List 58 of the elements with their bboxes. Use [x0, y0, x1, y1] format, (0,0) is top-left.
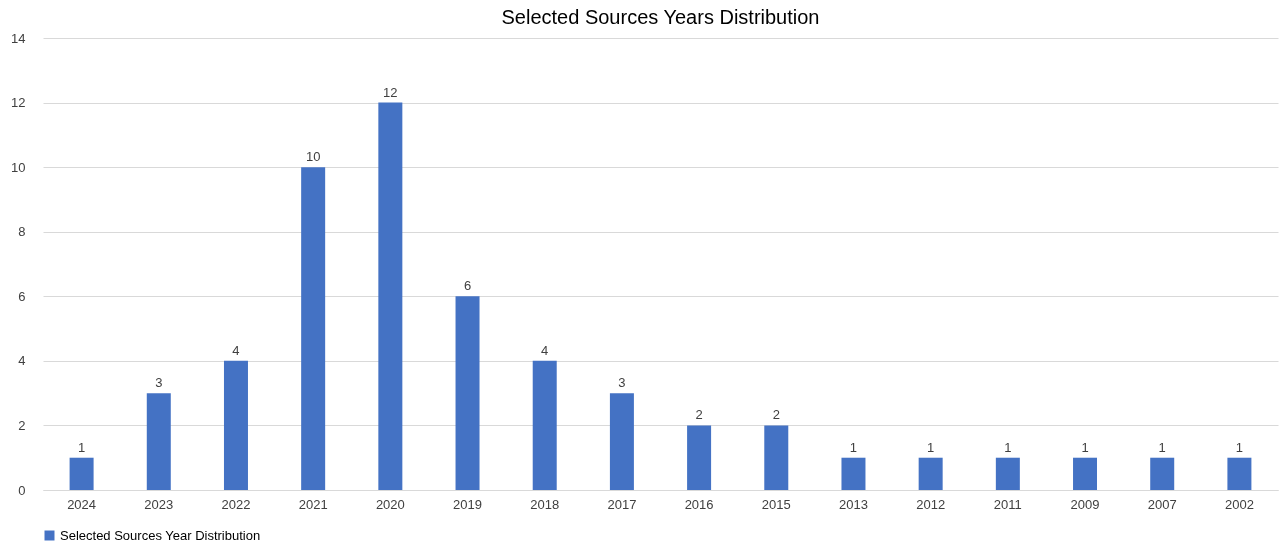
x-tick-label: 2009	[1070, 496, 1100, 512]
data-label: 6	[463, 278, 472, 294]
x-tick-label: 2022	[221, 496, 251, 512]
x-tick-label: 2019	[453, 496, 482, 512]
bar	[69, 457, 94, 490]
data-label: 1	[77, 439, 86, 455]
x-tick-label: 2023	[144, 496, 174, 512]
data-label: 4	[541, 342, 549, 358]
data-label: 1	[1158, 439, 1166, 455]
data-label: 3	[155, 375, 163, 391]
data-label: 2	[772, 407, 780, 423]
bar	[687, 425, 712, 490]
bar	[841, 457, 866, 490]
data-label: 1	[849, 439, 858, 455]
data-label: 1	[1004, 439, 1012, 455]
bar	[609, 393, 634, 490]
bar	[301, 167, 326, 490]
x-tick-label: 2020	[375, 496, 405, 512]
data-label: 1	[927, 439, 935, 455]
x-tick-label: 2018	[530, 496, 560, 512]
x-tick-label: 2007	[1147, 496, 1177, 512]
y-tick-label: 12	[11, 95, 26, 111]
x-tick-label: 2024	[67, 496, 97, 512]
bar	[764, 425, 789, 490]
data-label: 4	[232, 342, 240, 358]
bar	[146, 393, 171, 490]
y-tick-label: 0	[18, 482, 26, 498]
data-label: 1	[1235, 439, 1244, 455]
y-tick-label: 10	[11, 159, 26, 175]
data-label: 2	[695, 407, 703, 423]
x-tick-label: 2021	[298, 496, 328, 512]
x-tick-label: 2017	[607, 496, 637, 512]
data-label: 12	[383, 84, 398, 100]
data-label: 1	[1081, 439, 1089, 455]
bar	[378, 102, 403, 490]
data-label: 10	[305, 149, 321, 165]
bar	[532, 360, 557, 490]
data-label: 3	[618, 375, 626, 391]
x-tick-label: 2012	[916, 496, 946, 512]
y-tick-label: 4	[18, 353, 26, 369]
bar	[1227, 457, 1252, 490]
bar	[918, 457, 943, 490]
bar	[223, 360, 248, 490]
x-tick-label: 2016	[684, 496, 714, 512]
y-tick-label: 2	[18, 417, 26, 433]
bar	[1150, 457, 1175, 490]
bar	[455, 296, 480, 490]
bar	[995, 457, 1020, 490]
y-tick-label: 8	[18, 224, 26, 240]
legend-label: Selected Sources Year Distribution	[60, 527, 261, 543]
x-tick-label: 2002	[1224, 496, 1254, 512]
y-tick-label: 6	[18, 288, 26, 304]
x-tick-label: 2013	[839, 496, 868, 512]
x-tick-label: 2015	[761, 496, 791, 512]
x-tick-label: 2011	[993, 496, 1022, 512]
y-tick-label: 14	[11, 30, 26, 46]
bar	[1073, 457, 1098, 490]
chart-title: Selected Sources Years Distribution	[501, 6, 820, 28]
